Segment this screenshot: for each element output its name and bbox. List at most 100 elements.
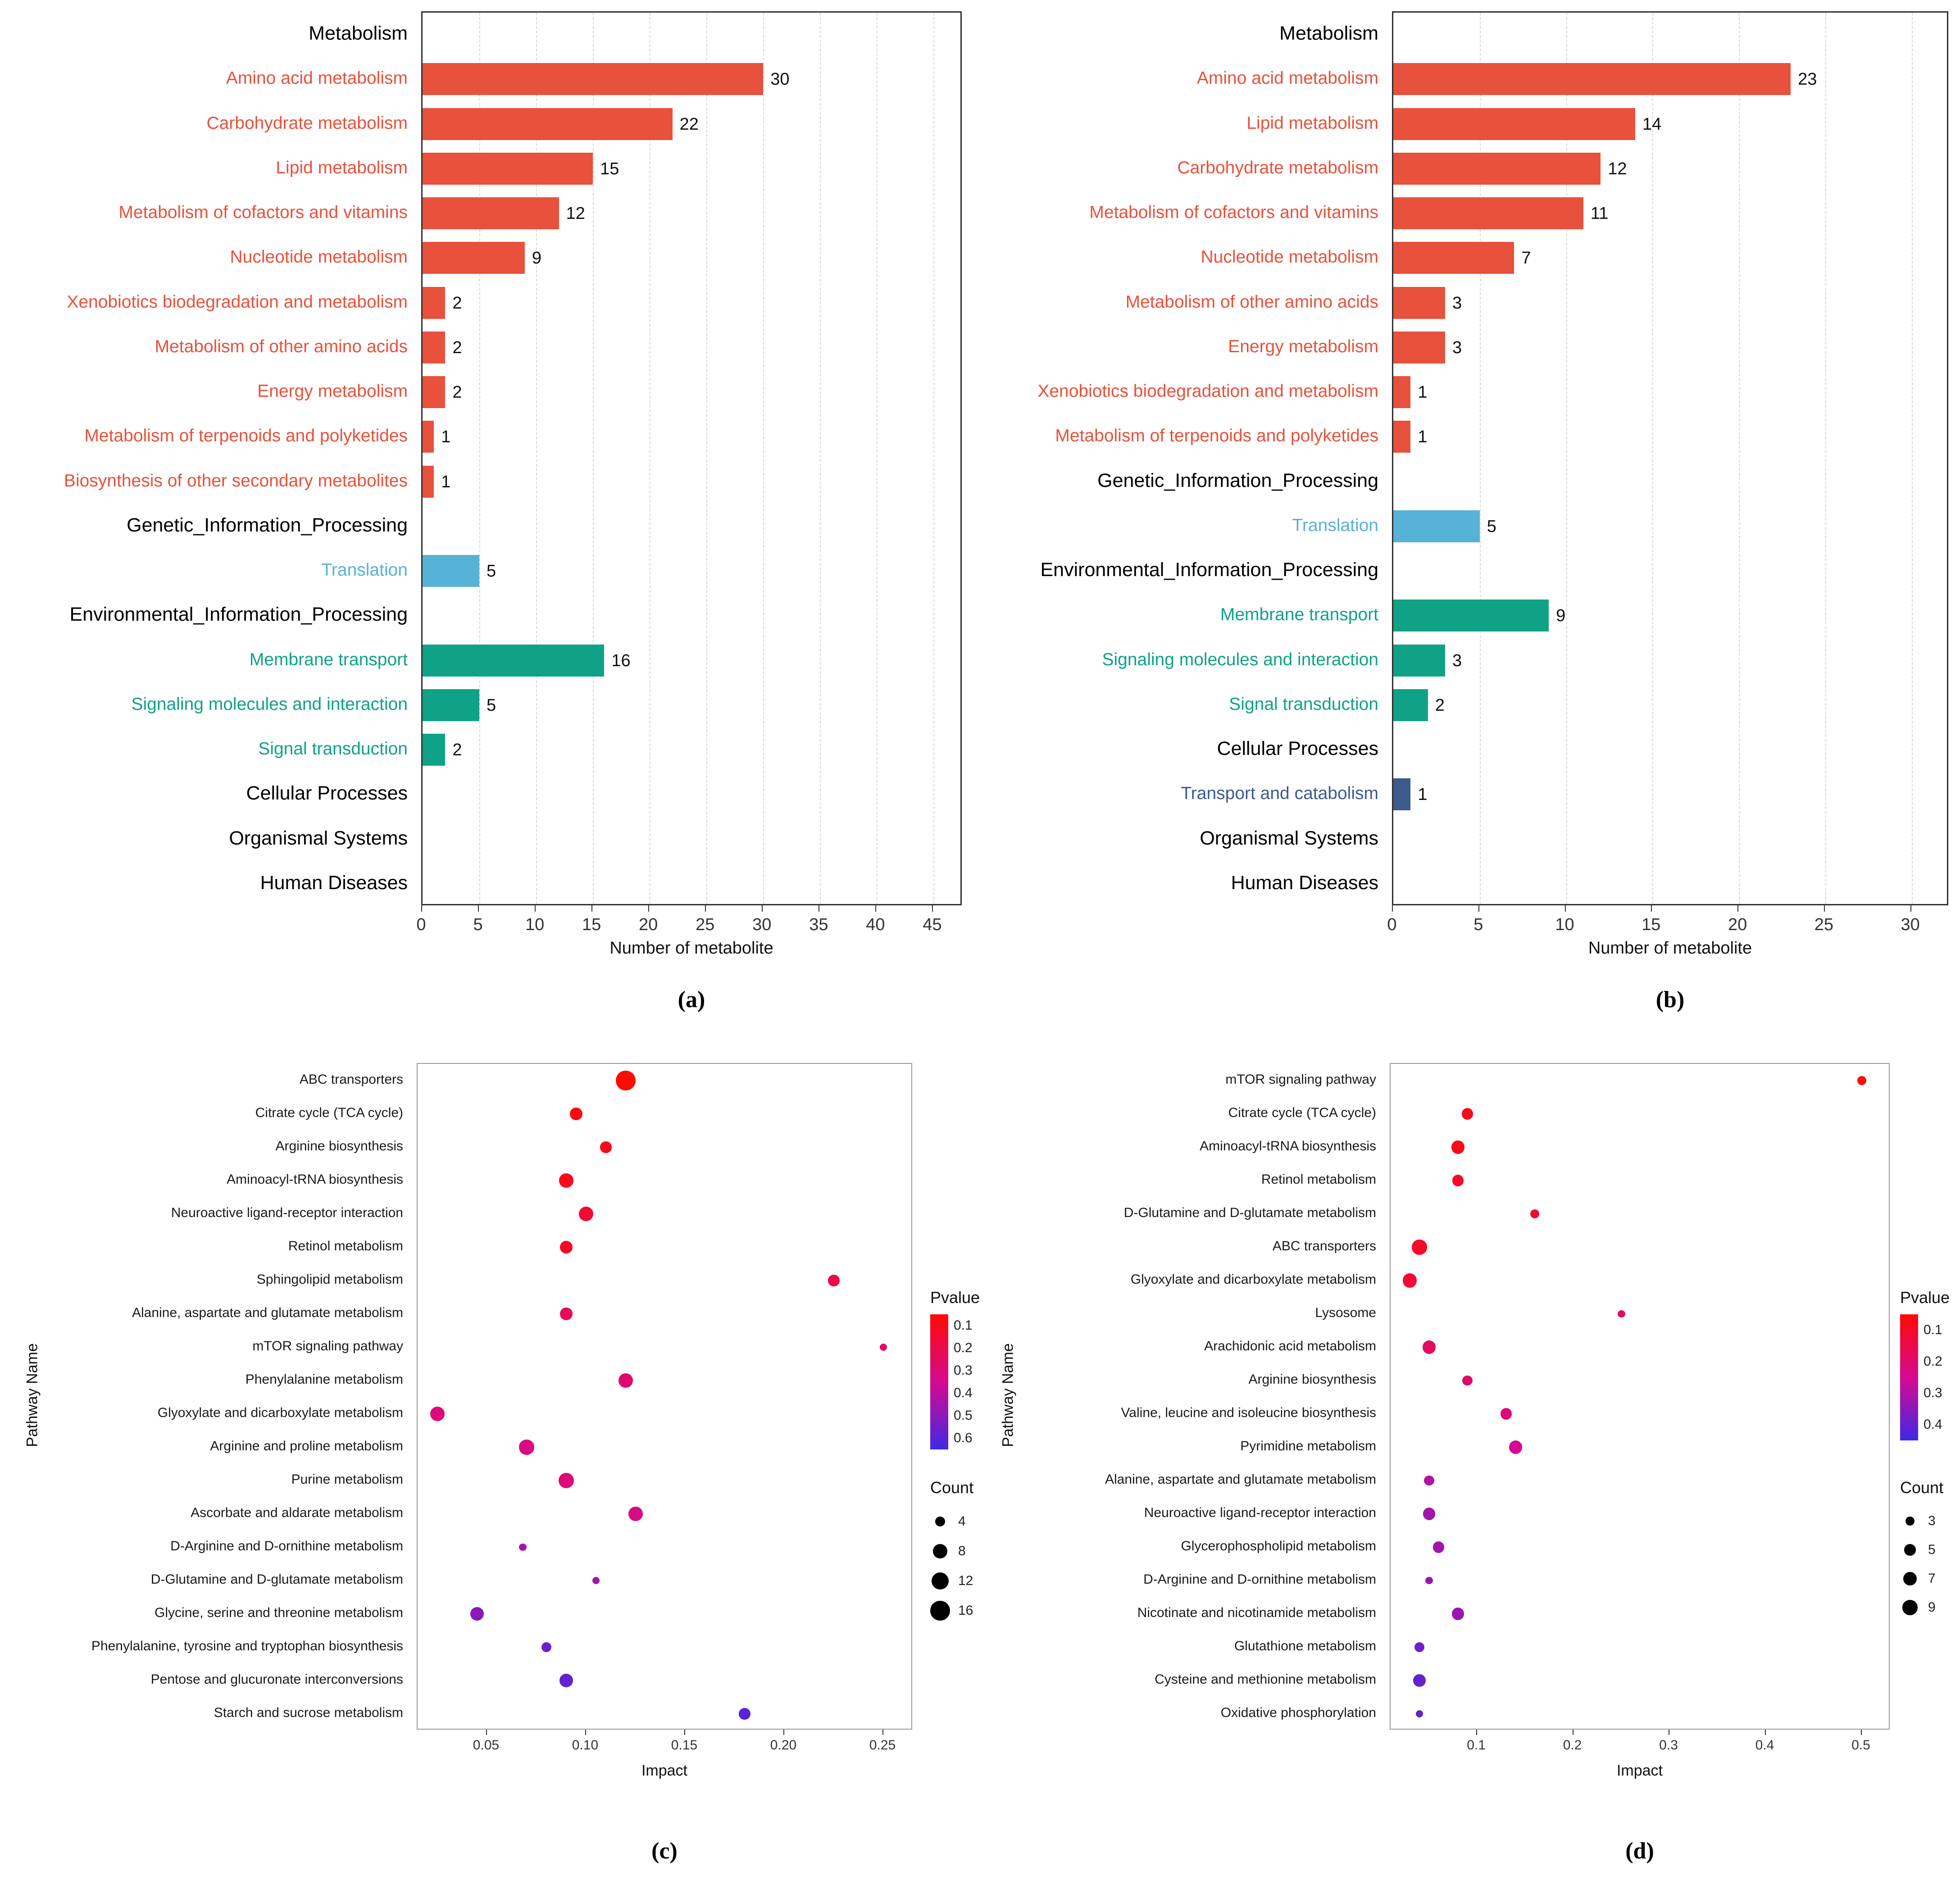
pathway-label: Alanine, aspartate and glutamate metabol… <box>1105 1472 1376 1487</box>
bar <box>423 734 446 766</box>
bar-value-label: 2 <box>452 383 462 402</box>
bar-value-label: 3 <box>1452 651 1462 670</box>
pathway-label: Glycerophospholipid metabolism <box>1181 1539 1376 1553</box>
x-tick <box>1564 905 1566 912</box>
x-tick-label: 15 <box>1642 915 1661 934</box>
bar <box>423 197 559 229</box>
pathway-label: Pentose and glucuronate interconversions <box>150 1672 403 1687</box>
category-label: Amino acid metabolism <box>1196 68 1378 88</box>
x-tick-label: 10 <box>525 915 545 934</box>
bar-value-label: 12 <box>1608 159 1627 178</box>
data-point <box>739 1708 750 1720</box>
x-tick <box>478 905 479 912</box>
count-legend-label: 8 <box>958 1544 966 1558</box>
pathway-label: Phenylalanine, tyrosine and tryptophan b… <box>91 1639 403 1653</box>
x-tick-label: 0.3 <box>1659 1738 1678 1753</box>
panel-c-plot-area <box>417 1063 912 1730</box>
data-point <box>628 1507 643 1521</box>
data-point <box>1415 1710 1423 1718</box>
pvalue-tick-label: 0.2 <box>1924 1354 1942 1369</box>
pvalue-tick-label: 0.3 <box>1924 1385 1942 1400</box>
pvalue-tick-label: 0.1 <box>954 1318 973 1333</box>
category-label: Membrane transport <box>1220 605 1378 625</box>
data-point <box>600 1141 612 1153</box>
count-legend-label: 3 <box>1928 1513 1936 1528</box>
category-label: Signal transduction <box>258 739 408 759</box>
x-tick <box>1651 905 1652 912</box>
count-legend-label: 7 <box>1928 1571 1936 1586</box>
count-legend-dot <box>1903 1572 1917 1585</box>
x-tick <box>1737 905 1739 912</box>
data-point <box>1414 1642 1425 1653</box>
gridline <box>1739 13 1740 904</box>
x-tick <box>1824 905 1825 912</box>
bar <box>423 287 446 319</box>
panel-caption-b: (b) <box>1655 987 1685 1013</box>
pvalue-legend-title-d: Pvalue <box>1900 1288 1950 1307</box>
x-tick-label: 0.10 <box>572 1738 599 1753</box>
bar-value-label: 3 <box>1452 293 1462 313</box>
bar <box>1393 421 1411 453</box>
category-label: Carbohydrate metabolism <box>206 113 408 133</box>
bar <box>423 376 446 408</box>
data-point <box>1530 1209 1540 1218</box>
bar <box>423 242 525 274</box>
data-point <box>518 1543 527 1551</box>
x-tick <box>783 1730 784 1735</box>
bar-value-label: 7 <box>1521 249 1531 268</box>
data-point <box>1451 1608 1464 1620</box>
pathway-label: Aminoacyl-tRNA biosynthesis <box>1200 1139 1376 1154</box>
data-point <box>1423 1475 1434 1486</box>
category-label: Lipid metabolism <box>276 158 408 177</box>
x-tick <box>875 905 877 912</box>
data-point <box>559 1674 573 1687</box>
x-tick <box>1764 1730 1766 1735</box>
x-tick-label: 20 <box>1728 915 1747 934</box>
count-legend-label: 12 <box>958 1573 973 1588</box>
x-tick <box>1478 905 1479 912</box>
category-label: Genetic_Information_Processing <box>1097 469 1378 491</box>
bar <box>1393 108 1635 140</box>
bar <box>423 153 593 185</box>
gridline <box>479 13 481 904</box>
count-legend-label: 16 <box>958 1603 973 1618</box>
data-point <box>1462 1108 1473 1120</box>
category-label: Genetic_Information_Processing <box>127 514 408 536</box>
bar-value-label: 2 <box>452 293 462 313</box>
count-legend-dot <box>1904 1544 1916 1556</box>
x-tick <box>1860 1730 1862 1735</box>
gridline <box>593 13 594 904</box>
bar <box>423 645 605 677</box>
data-point <box>1433 1541 1445 1553</box>
category-label: Cellular Processes <box>246 782 408 804</box>
bar-value-label: 5 <box>1487 517 1496 536</box>
category-label: Metabolism of terpenoids and polyketides <box>1055 426 1378 446</box>
count-legend-label: 4 <box>958 1514 966 1529</box>
pathway-label: Valine, leucine and isoleucine biosynthe… <box>1121 1405 1376 1420</box>
x-tick-label: 0.4 <box>1755 1738 1774 1753</box>
gridline <box>763 13 764 904</box>
pathway-label: Arachidonic acid metabolism <box>1204 1339 1376 1354</box>
x-tick <box>1476 1730 1478 1735</box>
panel-caption-a: (a) <box>678 987 705 1013</box>
pathway-label: Pyrimidine metabolism <box>1240 1439 1376 1453</box>
pathway-label: Phenylalanine metabolism <box>245 1372 403 1387</box>
pvalue-gradient-bar <box>1900 1314 1918 1440</box>
pvalue-legend-title-c: Pvalue <box>930 1288 980 1307</box>
bar <box>423 332 446 363</box>
pathway-label: ABC transporters <box>1272 1239 1376 1254</box>
data-point <box>1451 1140 1465 1154</box>
gridline <box>706 13 708 904</box>
pathway-label: Citrate cycle (TCA cycle) <box>255 1105 403 1120</box>
pathway-label: mTOR signaling pathway <box>252 1339 403 1354</box>
pathway-label: Glutathione metabolism <box>1234 1639 1376 1653</box>
category-label: Metabolism of cofactors and vitamins <box>118 203 408 222</box>
bar-value-label: 5 <box>487 695 496 715</box>
pathway-label: D-Arginine and D-ornithine metabolism <box>1143 1572 1376 1587</box>
pathway-label: Cysteine and methionine metabolism <box>1155 1672 1376 1687</box>
x-tick-label: 25 <box>1814 915 1833 934</box>
bar-value-label: 2 <box>452 740 462 759</box>
bar-value-label: 12 <box>566 204 585 223</box>
bar-value-label: 1 <box>1418 785 1428 804</box>
bar-value-label: 2 <box>1435 695 1445 715</box>
